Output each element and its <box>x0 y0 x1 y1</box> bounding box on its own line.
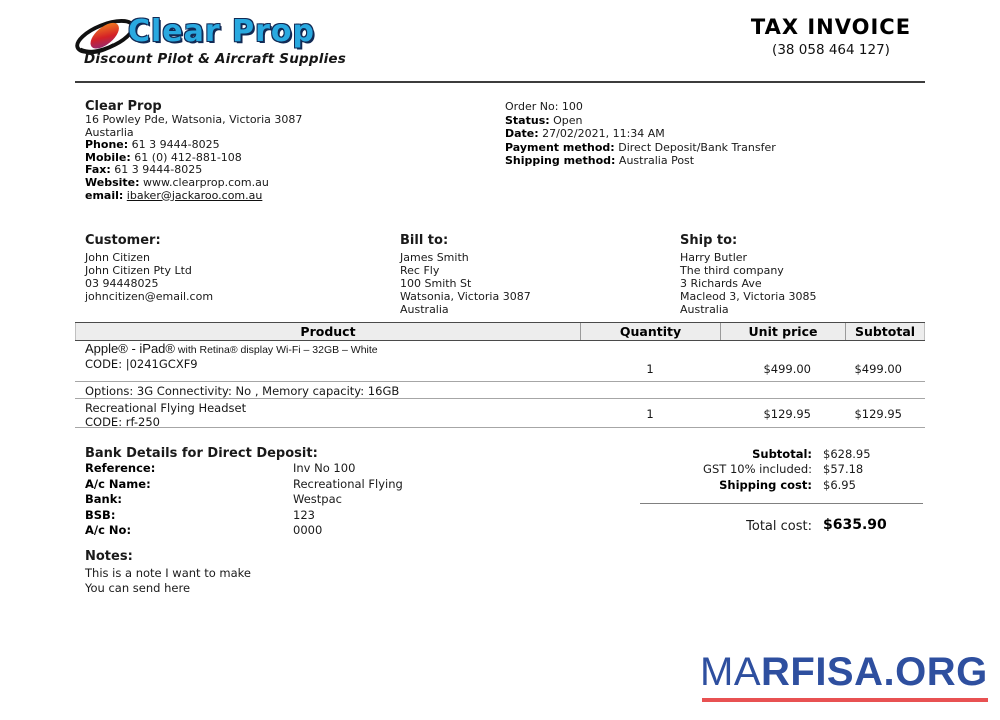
totals-values: $628.95 $57.18 $6.95 <box>823 447 871 493</box>
ship-to-block: Ship to: Harry Butler The third company … <box>680 233 817 316</box>
clearprop-swirl-icon <box>75 19 135 55</box>
bank-row: BSB: 123 <box>85 507 315 522</box>
company-country: Austarlia <box>85 125 134 139</box>
total-cost-value: $635.90 <box>823 517 887 533</box>
company-address: 16 Powley Pde, Watsonia, Victoria 3087 <box>85 113 303 126</box>
bank-details: Bank Details for Direct Deposit: Referen… <box>85 446 403 538</box>
logo-tagline: Discount Pilot & Aircraft Supplies <box>84 51 347 67</box>
product-options: Options: 3G Connectivity: No , Memory ca… <box>85 384 400 398</box>
gst-label: GST 10% included: <box>703 462 812 477</box>
table-bottom-divider <box>75 427 925 428</box>
company-email-line: email: ibaker@jackaroo.com.au <box>85 188 263 202</box>
column-header-subtotal: Subtotal <box>845 323 925 340</box>
gst-value: $57.18 <box>823 462 864 477</box>
product-quantity: 1 <box>646 362 654 376</box>
customer-line: 03 94448025 <box>85 277 159 290</box>
product-name: Apple® - iPad® with Retina® display Wi-F… <box>85 341 378 356</box>
notes-block: Notes: This is a note I want to make You… <box>85 549 251 596</box>
product-name: Recreational Flying Headset <box>85 401 247 415</box>
order-info: Order No: 100 Status: Open Date: 27/02/2… <box>505 100 776 168</box>
product-unit-price: $499.00 <box>763 362 811 376</box>
notes-heading: Notes: <box>85 549 133 564</box>
ship-to-line: 3 Richards Ave <box>680 277 762 290</box>
customer-block: Customer: John Citizen John Citizen Pty … <box>85 233 213 303</box>
abn-number: (38 058 464 127) <box>772 42 890 58</box>
order-no-line: Order No: 100 <box>505 100 583 113</box>
customer-line: johncitizen@email.com <box>85 290 214 303</box>
row-divider <box>75 398 925 399</box>
customer-line: John Citizen <box>85 251 151 264</box>
page-title: TAX INVOICE <box>750 15 912 39</box>
product-quantity: 1 <box>646 407 654 421</box>
notes-line: You can send here <box>85 581 191 595</box>
product-unit-price: $129.95 <box>763 407 811 421</box>
header-divider <box>75 81 925 83</box>
order-date-line: Date: 27/02/2021, 11:34 AM <box>505 127 665 140</box>
totals-divider <box>640 503 923 504</box>
column-header-unit-price: Unit price <box>720 323 845 340</box>
product-subtotal: $499.00 <box>854 362 902 376</box>
bank-row: Bank: Westpac <box>85 492 342 507</box>
ship-to-line: Australia <box>680 303 729 316</box>
bill-to-line: James Smith <box>400 251 469 264</box>
watermark-underline <box>702 698 988 702</box>
tax-invoice-block: TAX INVOICE (38 058 464 127) <box>700 15 962 58</box>
notes-line: This is a note I want to make <box>85 566 251 580</box>
company-fax-line: Fax: 61 3 9444-8025 <box>85 163 203 177</box>
subtotal-value: $628.95 <box>823 447 871 461</box>
bill-to-block: Bill to: James Smith Rec Fly 100 Smith S… <box>400 233 531 316</box>
customer-line: John Citizen Pty Ltd <box>85 264 192 277</box>
shipping-cost-value: $6.95 <box>823 477 856 492</box>
product-subtotal: $129.95 <box>854 407 902 421</box>
subtotal-label: Subtotal: <box>752 447 812 461</box>
order-status-line: Status: Open <box>505 113 583 127</box>
row-divider <box>75 381 925 382</box>
company-mobile-line: Mobile: 61 (0) 412-881-108 <box>85 150 242 164</box>
product-table-header: Product Quantity Unit price Subtotal <box>75 322 925 341</box>
customer-heading: Customer: <box>85 233 161 248</box>
company-details: Clear Prop 16 Powley Pde, Watsonia, Vict… <box>85 99 302 202</box>
product-code: CODE: |0241GCXF9 <box>85 357 198 371</box>
ship-to-line: The third company <box>680 264 784 277</box>
logo-wordmark: Clear Prop <box>128 14 315 49</box>
total-cost-label: Total cost: <box>746 519 812 534</box>
column-header-product: Product <box>75 323 580 340</box>
bank-details-heading: Bank Details for Direct Deposit: <box>85 446 318 461</box>
marfisa-watermark: MARFISA.ORG <box>700 650 988 694</box>
order-payment-line: Payment method: Direct Deposit/Bank Tran… <box>505 140 776 154</box>
company-email-link[interactable]: ibaker@jackaroo.com.au <box>126 188 263 202</box>
bill-to-line: Watsonia, Victoria 3087 <box>400 290 531 303</box>
bill-to-heading: Bill to: <box>400 233 449 248</box>
product-code: CODE: rf-250 <box>85 415 160 429</box>
totals-labels: Subtotal: GST 10% included: Shipping cos… <box>560 447 812 493</box>
bill-to-line: Rec Fly <box>400 264 440 277</box>
ship-to-line: Harry Butler <box>680 251 748 264</box>
bill-to-line: 100 Smith St <box>400 277 472 290</box>
bank-row: A/c Name: Recreational Flying <box>85 476 403 491</box>
order-shipping-line: Shipping method: Australia Post <box>505 154 695 167</box>
column-header-quantity: Quantity <box>580 323 720 340</box>
shipping-cost-label: Shipping cost: <box>719 477 812 492</box>
company-name: Clear Prop <box>85 99 162 114</box>
ship-to-heading: Ship to: <box>680 233 738 248</box>
bank-row: Reference: Inv No 100 <box>85 461 356 476</box>
company-phone-line: Phone: 61 3 9444-8025 <box>85 138 220 152</box>
bank-row: A/c No: 0000 <box>85 523 323 538</box>
company-website-line: Website: www.clearprop.com.au <box>85 175 269 189</box>
ship-to-line: Macleod 3, Victoria 3085 <box>680 290 817 303</box>
bill-to-line: Australia <box>400 303 449 316</box>
